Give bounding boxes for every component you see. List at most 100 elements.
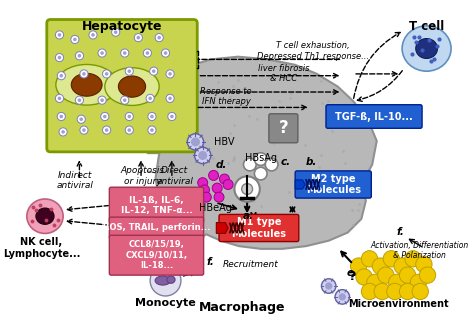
Circle shape xyxy=(200,185,210,195)
Circle shape xyxy=(102,126,111,134)
Circle shape xyxy=(123,51,127,55)
Circle shape xyxy=(55,94,64,102)
FancyBboxPatch shape xyxy=(326,105,422,128)
Circle shape xyxy=(121,96,129,104)
Text: e.: e. xyxy=(347,268,358,278)
Circle shape xyxy=(75,52,83,60)
Circle shape xyxy=(191,137,200,146)
Circle shape xyxy=(146,51,149,55)
Circle shape xyxy=(148,126,156,134)
Circle shape xyxy=(223,180,233,189)
Ellipse shape xyxy=(402,26,451,71)
Text: NK cell,
Lymphocyte...: NK cell, Lymphocyte... xyxy=(3,237,80,259)
Ellipse shape xyxy=(71,73,102,96)
Circle shape xyxy=(100,51,104,55)
Text: T cell exhaustion,
Depressed Th1 response...: T cell exhaustion, Depressed Th1 respons… xyxy=(257,41,369,61)
Circle shape xyxy=(105,128,109,132)
Circle shape xyxy=(98,96,106,104)
Circle shape xyxy=(235,176,260,202)
Circle shape xyxy=(78,54,81,58)
Text: Response to
IFN therapy: Response to IFN therapy xyxy=(201,87,252,106)
Circle shape xyxy=(128,69,131,73)
Circle shape xyxy=(58,96,61,100)
Circle shape xyxy=(372,258,389,274)
Polygon shape xyxy=(216,223,228,233)
Circle shape xyxy=(335,290,349,304)
Text: IL-1ß, IL-6,
IL-12, TNF-α...: IL-1ß, IL-6, IL-12, TNF-α... xyxy=(120,196,192,215)
Circle shape xyxy=(405,251,421,267)
Text: Recruitment: Recruitment xyxy=(223,260,278,269)
Circle shape xyxy=(134,34,142,42)
Text: M1 type
Molecules: M1 type Molecules xyxy=(231,217,286,239)
Circle shape xyxy=(387,283,403,300)
Circle shape xyxy=(168,72,172,76)
Circle shape xyxy=(166,70,174,78)
Polygon shape xyxy=(295,180,305,189)
Circle shape xyxy=(111,28,120,36)
Circle shape xyxy=(128,115,131,118)
Circle shape xyxy=(80,126,88,134)
Circle shape xyxy=(350,258,367,274)
Circle shape xyxy=(374,283,391,300)
Circle shape xyxy=(143,49,152,57)
Ellipse shape xyxy=(118,76,146,97)
Circle shape xyxy=(98,49,106,57)
Polygon shape xyxy=(155,57,377,249)
FancyBboxPatch shape xyxy=(109,187,204,223)
Text: Activation, Differentiation
& Polarization: Activation, Differentiation & Polarizati… xyxy=(370,241,468,260)
Circle shape xyxy=(419,267,436,283)
Circle shape xyxy=(255,167,267,180)
Circle shape xyxy=(59,115,63,118)
Circle shape xyxy=(137,36,140,40)
Circle shape xyxy=(265,158,278,171)
Circle shape xyxy=(187,134,204,150)
Text: CCL8/15/19,
CXCL9/10/11,
IL-18...: CCL8/15/19, CXCL9/10/11, IL-18... xyxy=(126,240,188,270)
Circle shape xyxy=(55,54,64,62)
Circle shape xyxy=(201,192,211,202)
Circle shape xyxy=(150,128,154,132)
Circle shape xyxy=(242,183,253,195)
Circle shape xyxy=(89,31,97,39)
Circle shape xyxy=(57,112,65,121)
Circle shape xyxy=(148,112,156,121)
Circle shape xyxy=(150,265,181,296)
Circle shape xyxy=(394,258,410,274)
Circle shape xyxy=(400,283,416,300)
Ellipse shape xyxy=(27,199,63,233)
Circle shape xyxy=(389,274,405,291)
Circle shape xyxy=(209,170,219,181)
Circle shape xyxy=(105,72,109,76)
Circle shape xyxy=(55,31,64,39)
Text: Indirect
antiviral: Indirect antiviral xyxy=(56,171,93,190)
Text: b.: b. xyxy=(306,157,318,167)
Ellipse shape xyxy=(56,64,118,105)
Circle shape xyxy=(400,267,416,283)
Circle shape xyxy=(102,70,111,78)
Circle shape xyxy=(82,72,86,76)
FancyBboxPatch shape xyxy=(269,114,298,143)
Circle shape xyxy=(58,33,61,37)
Text: f.: f. xyxy=(397,227,405,237)
Circle shape xyxy=(198,178,208,188)
Circle shape xyxy=(168,96,172,100)
FancyBboxPatch shape xyxy=(219,215,299,242)
Text: ROS, TRAIL, perforin...: ROS, TRAIL, perforin... xyxy=(103,223,210,232)
Circle shape xyxy=(378,267,394,283)
Circle shape xyxy=(162,49,170,57)
Circle shape xyxy=(58,56,61,60)
Text: Macrophage: Macrophage xyxy=(200,301,286,314)
Circle shape xyxy=(128,128,131,132)
Text: Direct
antiviral: Direct antiviral xyxy=(156,166,193,186)
Text: Monocyte: Monocyte xyxy=(135,298,196,308)
Circle shape xyxy=(82,128,86,132)
Circle shape xyxy=(78,98,81,102)
Circle shape xyxy=(356,269,372,285)
Text: HBeAg: HBeAg xyxy=(199,203,232,213)
Circle shape xyxy=(170,115,173,118)
Circle shape xyxy=(383,251,400,267)
FancyBboxPatch shape xyxy=(109,235,204,275)
Text: f.: f. xyxy=(206,257,214,267)
Circle shape xyxy=(157,36,161,40)
Circle shape xyxy=(155,34,163,42)
Circle shape xyxy=(75,96,83,104)
